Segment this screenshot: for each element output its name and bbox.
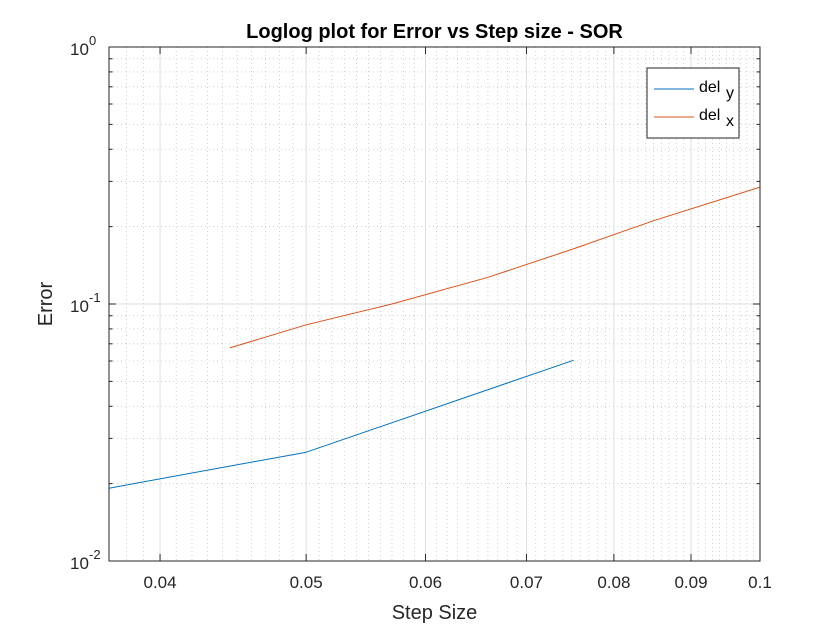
x-tick-label: 0.04 (143, 573, 176, 592)
y-tick-exponent: -1 (89, 290, 101, 305)
y-tick-label: 10 -2 (70, 547, 101, 573)
x-tick-label: 0.07 (510, 573, 543, 592)
x-tick-label: 0.1 (748, 573, 772, 592)
legend-item[interactable]: del y (654, 79, 734, 102)
tick-marks (109, 46, 761, 562)
legend-label: del (699, 107, 720, 124)
series-line-del-x (229, 186, 761, 349)
legend-label-subscript: y (726, 85, 734, 102)
series-layer (108, 186, 761, 489)
y-tick-label: 10 -1 (70, 290, 101, 316)
x-axis-label: Step Size (392, 602, 478, 624)
y-tick-base: 10 (70, 554, 89, 573)
legend-item[interactable]: del x (654, 107, 734, 130)
series-line-del-y (108, 359, 574, 489)
y-tick-base: 10 (70, 40, 89, 59)
y-tick-exponent: 0 (89, 33, 96, 48)
x-tick-label: 0.08 (597, 573, 630, 592)
y-tick-exponent: -2 (89, 547, 101, 562)
legend-label: del (699, 79, 720, 96)
x-tick-label: 0.09 (674, 573, 707, 592)
chart-title: Loglog plot for Error vs Step size - SOR (246, 21, 623, 43)
legend-label-subscript: x (726, 113, 734, 130)
legend-box (646, 67, 740, 139)
y-tick-base: 10 (70, 297, 89, 316)
x-tick-labels: 0.04 0.05 0.06 0.07 0.08 0.09 0.1 (143, 573, 771, 592)
x-tick-label: 0.06 (409, 573, 442, 592)
x-tick-label: 0.05 (290, 573, 323, 592)
y-axis-label: Error (35, 281, 57, 326)
y-tick-label: 10 0 (70, 33, 96, 59)
